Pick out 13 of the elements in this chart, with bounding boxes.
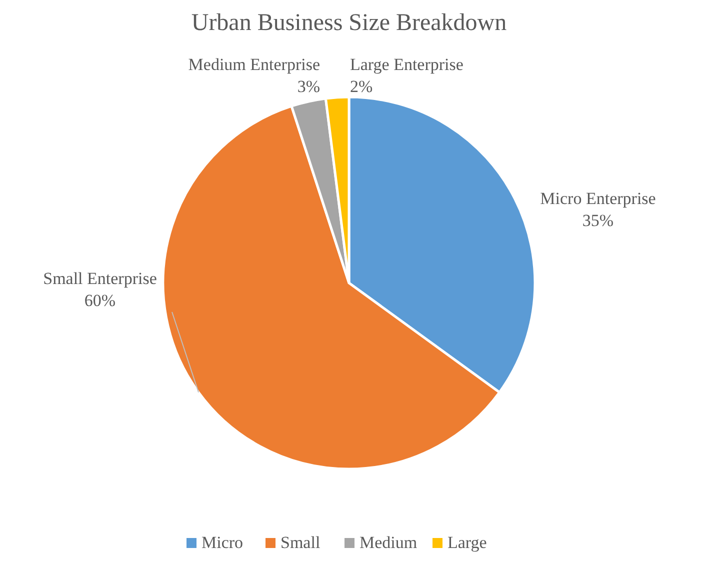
text: Small Enterprise bbox=[43, 269, 157, 288]
data-label: 60% bbox=[84, 291, 116, 310]
chart-title: Urban Business Size Breakdown bbox=[191, 10, 507, 36]
legend-label: Medium bbox=[360, 533, 418, 552]
legend-label: Micro bbox=[202, 533, 244, 552]
text: Large Enterprise bbox=[350, 55, 464, 74]
data-label: 2% bbox=[350, 77, 373, 96]
text: Micro Enterprise bbox=[540, 189, 656, 208]
data-label: 35% bbox=[582, 211, 614, 230]
text: Medium Enterprise bbox=[188, 55, 320, 74]
data-label: 3% bbox=[297, 77, 320, 96]
legend-label: Small bbox=[280, 533, 320, 552]
legend-label: Large bbox=[448, 533, 487, 552]
